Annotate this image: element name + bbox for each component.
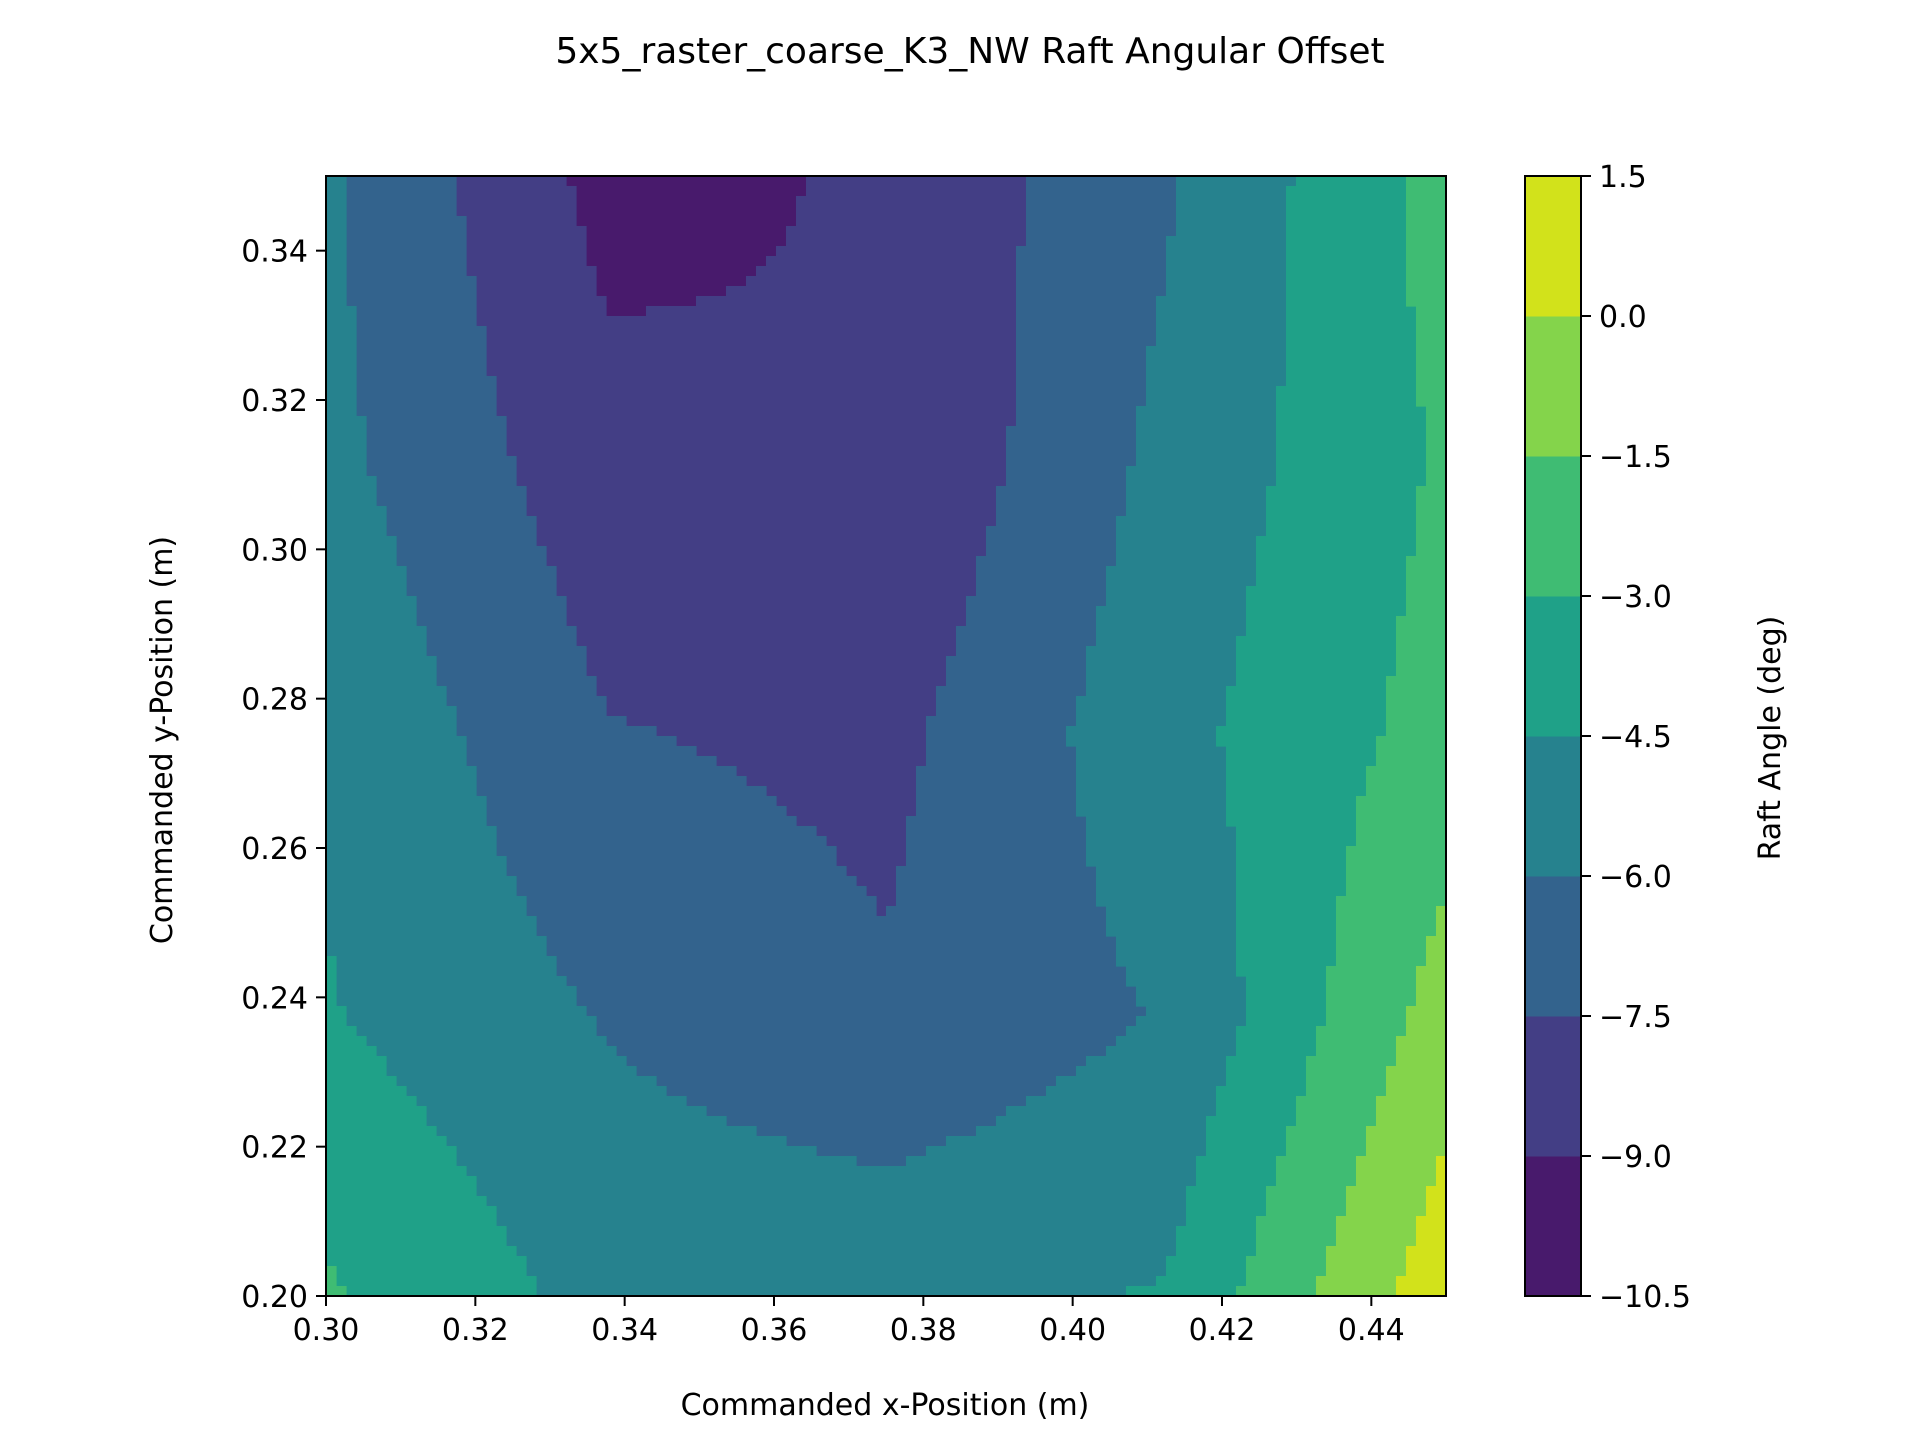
x-tick-label: 0.30 bbox=[293, 1313, 360, 1348]
colorbar-tick-label: −6.0 bbox=[1599, 860, 1672, 895]
y-tick-label: 0.26 bbox=[241, 832, 308, 867]
y-axis: 0.20 0.22 0.24 0.26 0.28 0.30 0.32 0.34 bbox=[241, 235, 326, 1315]
contour-band-1 bbox=[456, 176, 1027, 917]
x-tick-label: 0.34 bbox=[591, 1313, 658, 1348]
x-tick-label: 0.36 bbox=[741, 1313, 808, 1348]
colorbar-tick-label: −7.5 bbox=[1599, 1000, 1672, 1035]
y-axis-label: Commanded y-Position (m) bbox=[145, 536, 180, 944]
colorbar-swatch bbox=[1525, 596, 1581, 737]
colorbar-tick-label: −3.0 bbox=[1599, 580, 1672, 615]
y-tick-label: 0.32 bbox=[241, 384, 308, 419]
contour-plot-area bbox=[325, 175, 1447, 1297]
x-axis: 0.30 0.32 0.34 0.36 0.38 0.40 0.42 0.44 bbox=[293, 1296, 1405, 1348]
contour-band-4 bbox=[326, 176, 1427, 1297]
x-tick-label: 0.32 bbox=[442, 1313, 509, 1348]
y-tick-label: 0.20 bbox=[241, 1280, 308, 1315]
x-tick-label: 0.40 bbox=[1039, 1313, 1106, 1348]
contour-band-2 bbox=[346, 176, 1177, 1167]
y-tick-label: 0.24 bbox=[241, 981, 308, 1016]
x-axis-label: Commanded x-Position (m) bbox=[681, 1388, 1090, 1423]
colorbar: 1.5 0.0 −1.5 −3.0 −4.5 −6.0 −7.5 −9.0 −10.5 bbox=[1524, 160, 1691, 1315]
chart-title: 5x5_raster_coarse_K3_NW Raft Angular Off… bbox=[555, 31, 1384, 72]
contour-band-5 bbox=[326, 176, 1447, 1297]
y-tick-label: 0.30 bbox=[241, 533, 308, 568]
colorbar-swatch bbox=[1525, 876, 1581, 1017]
contour-band-3 bbox=[326, 176, 1297, 1297]
colorbar-swatch bbox=[1525, 316, 1581, 457]
colorbar-label: Raft Angle (deg) bbox=[1753, 616, 1788, 861]
colorbar-tick-label: −4.5 bbox=[1599, 720, 1672, 755]
colorbar-tick-label: 1.5 bbox=[1599, 160, 1647, 195]
y-tick-label: 0.34 bbox=[241, 235, 308, 270]
colorbar-tick-label: −10.5 bbox=[1599, 1280, 1691, 1315]
colorbar-tick-label: −1.5 bbox=[1599, 440, 1672, 475]
x-tick-label: 0.38 bbox=[890, 1313, 957, 1348]
colorbar-tick-label: −9.0 bbox=[1599, 1140, 1672, 1175]
x-tick-label: 0.44 bbox=[1338, 1313, 1405, 1348]
colorbar-swatch bbox=[1525, 736, 1581, 877]
colorbar-swatch bbox=[1525, 176, 1581, 317]
colorbar-swatch bbox=[1525, 456, 1581, 597]
colorbar-swatch bbox=[1525, 1016, 1581, 1157]
y-tick-label: 0.22 bbox=[241, 1131, 308, 1166]
contour-band-7 bbox=[1396, 1156, 1447, 1297]
contour-band-6 bbox=[1316, 906, 1447, 1297]
colorbar-tick-label: 0.0 bbox=[1599, 300, 1647, 335]
plot-frame bbox=[325, 175, 1447, 1297]
x-tick-label: 0.42 bbox=[1189, 1313, 1256, 1348]
y-tick-label: 0.28 bbox=[241, 683, 308, 718]
colorbar-swatch bbox=[1525, 1156, 1581, 1297]
